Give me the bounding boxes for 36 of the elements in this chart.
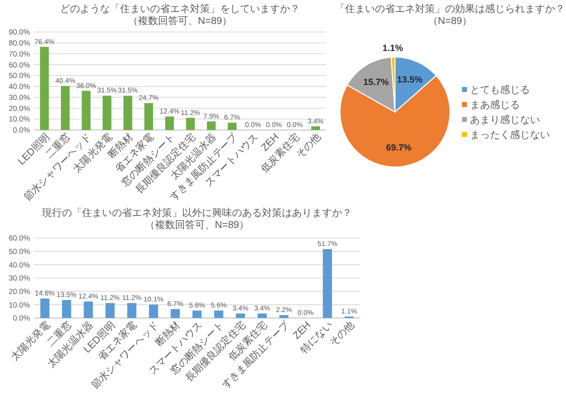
chart-title: どのような「住まいの省エネ対策」をしていますか？（複数回答可、N=89） [60, 3, 300, 27]
bar [40, 298, 50, 318]
bar [258, 313, 267, 318]
legend-label: まったく感じない [470, 129, 550, 141]
legend-label: まあ感じる [470, 99, 520, 111]
bar [148, 304, 158, 318]
legend-label: あまり感じない [470, 114, 540, 126]
bar [228, 122, 237, 130]
chart-title: 現行の「住まいの省エネ対策」以外に興味のある対策はありますか？ [42, 207, 352, 219]
bar [40, 46, 49, 130]
bar [236, 313, 246, 318]
bar [82, 90, 91, 130]
data-label: 69.7% [386, 142, 412, 153]
data-label: 1.1% [382, 43, 404, 54]
bar [186, 118, 195, 130]
chart-title: 「住まいの省エネ対策」の効果は感じられますか？（N=89） [335, 3, 565, 27]
bar [214, 310, 224, 318]
bar [192, 310, 202, 318]
bar [60, 86, 70, 130]
data-label: 15.7% [363, 76, 389, 87]
chart-subtitle: （複数回答可、N=89） [144, 219, 250, 231]
bar [144, 103, 154, 130]
bar [311, 126, 320, 130]
bar [84, 301, 93, 318]
bar [170, 309, 180, 318]
legend-label: とても感じる [470, 84, 530, 96]
bar [165, 116, 174, 130]
bar [322, 249, 332, 318]
bar [102, 96, 112, 130]
bar [62, 300, 72, 318]
bar [106, 303, 115, 318]
data-label: 13.5% [396, 74, 422, 85]
bar [127, 303, 136, 318]
bar [279, 315, 288, 318]
bar [123, 96, 132, 130]
bar [206, 121, 216, 130]
